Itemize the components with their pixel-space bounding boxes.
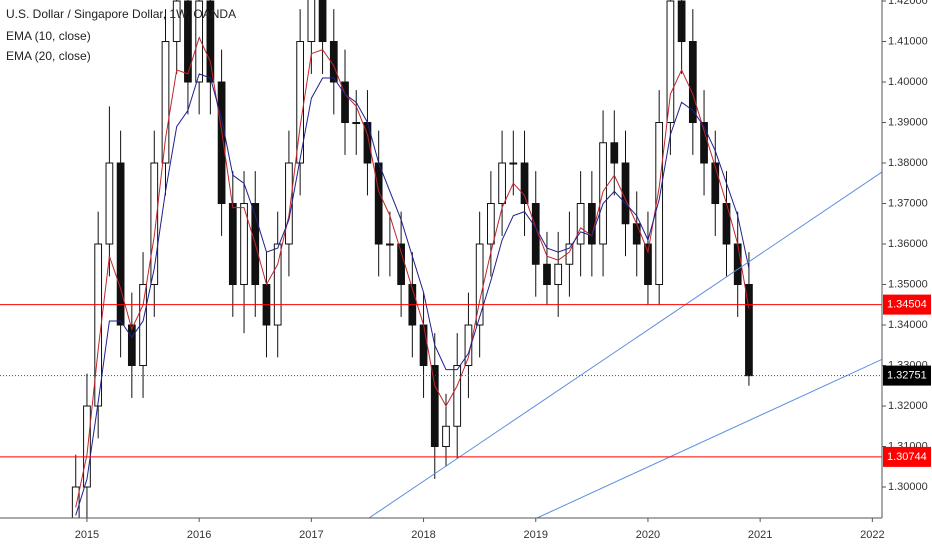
candle-body <box>700 122 708 164</box>
candle-body <box>487 203 495 245</box>
candle-body <box>116 162 125 326</box>
trend-line <box>536 358 882 518</box>
candle-body <box>228 203 237 286</box>
legend-entry: EMA (10, close) <box>6 29 91 43</box>
candle-body <box>307 0 316 43</box>
y-tick-label: 1.35000 <box>888 278 928 290</box>
x-tick-label: 2015 <box>75 529 99 541</box>
candle-body <box>745 284 753 377</box>
y-tick-label: 1.37000 <box>888 197 928 209</box>
x-tick-label: 2019 <box>524 529 548 541</box>
candle-body <box>318 0 327 43</box>
candle-body <box>677 0 686 43</box>
candle-body <box>127 324 136 367</box>
x-tick-label: 2017 <box>299 529 323 541</box>
candle-body <box>632 223 641 245</box>
y-tick-label: 1.39000 <box>888 116 928 128</box>
candle-body <box>397 243 405 286</box>
candle-body <box>543 263 551 286</box>
y-tick-label: 1.30000 <box>888 481 928 493</box>
ema-line <box>75 73 750 516</box>
candle-body <box>172 0 181 43</box>
candle-body <box>419 324 428 367</box>
candle-body <box>139 284 147 367</box>
candle-body <box>509 162 518 165</box>
y-tick-label: 1.42000 <box>888 0 928 7</box>
candle-body <box>722 203 731 245</box>
legend-entry: EMA (20, close) <box>6 49 91 63</box>
candle-body <box>464 324 473 367</box>
candle-body <box>285 162 293 245</box>
x-tick-label: 2016 <box>187 529 211 541</box>
candle-body <box>587 203 596 245</box>
candle-body <box>554 263 563 286</box>
candle-body <box>273 243 282 326</box>
x-tick-label: 2022 <box>860 529 884 541</box>
candle-body <box>352 122 361 125</box>
candle-body <box>498 162 506 205</box>
candle-body <box>150 162 159 286</box>
candle-body <box>666 0 675 124</box>
candle-body <box>217 81 226 205</box>
price-label-box <box>883 294 931 315</box>
y-tick-label: 1.32000 <box>888 400 928 412</box>
ema-line <box>75 36 750 508</box>
price-label-box <box>883 446 931 467</box>
last-price-label: 1.32751 <box>887 370 927 382</box>
chart-title: U.S. Dollar / Singapore Dollar, 1W, OAND… <box>6 7 236 21</box>
candle-body <box>83 405 91 488</box>
candle-body <box>386 243 394 246</box>
candle-body <box>733 243 742 286</box>
y-tick-label: 1.40000 <box>888 76 928 88</box>
x-tick-label: 2018 <box>411 529 435 541</box>
candle-body <box>442 425 450 448</box>
candle-body <box>610 142 619 164</box>
candle-body <box>105 162 114 245</box>
candle-body <box>688 41 697 124</box>
candle-body <box>195 0 204 83</box>
x-tick-label: 2020 <box>636 529 660 541</box>
candle-body <box>184 0 192 83</box>
y-tick-label: 1.41000 <box>888 35 928 47</box>
candle-body <box>161 41 170 164</box>
y-tick-label: 1.36000 <box>888 238 928 250</box>
plot-area <box>0 0 882 518</box>
candle-body <box>374 162 383 245</box>
candle-body <box>206 0 215 83</box>
candle-body <box>576 203 585 245</box>
price-label: 1.30744 <box>887 451 927 463</box>
candle-body <box>341 81 349 124</box>
y-tick-label: 1.38000 <box>888 157 928 169</box>
candle-body <box>430 365 439 448</box>
candle-body <box>71 486 80 518</box>
trend-line <box>368 171 882 518</box>
candle-body <box>520 162 529 205</box>
axes: 1.300001.310001.320001.330001.340001.350… <box>75 0 931 541</box>
candle-body <box>644 243 652 286</box>
candle-body <box>655 122 664 286</box>
last-price-box <box>883 365 931 386</box>
y-tick-label: 1.34000 <box>888 319 928 331</box>
candle-body <box>711 162 720 205</box>
candle-body <box>453 365 462 427</box>
candle-body <box>240 203 248 286</box>
x-tick-label: 2021 <box>748 529 772 541</box>
price-label: 1.34504 <box>887 299 927 311</box>
